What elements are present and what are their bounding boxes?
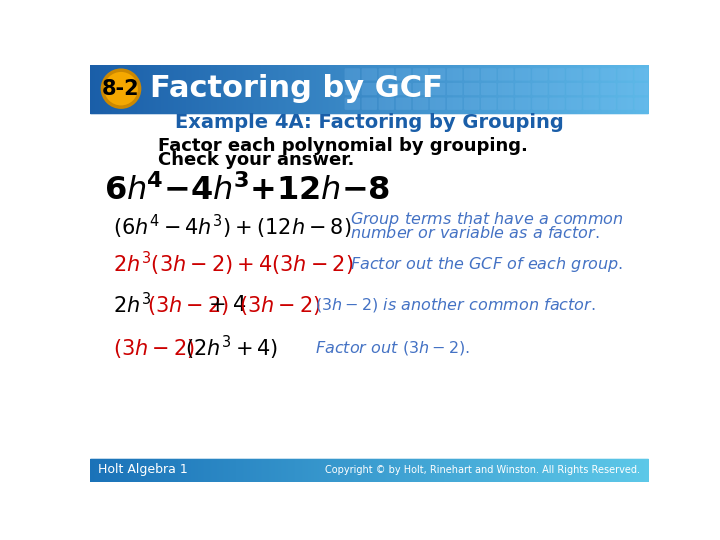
FancyBboxPatch shape	[345, 83, 360, 95]
Text: Check your answer.: Check your answer.	[158, 151, 354, 169]
Text: $\it{Group\ terms\ that\ have\ a\ common}$: $\it{Group\ terms\ that\ have\ a\ common…	[350, 210, 624, 229]
FancyBboxPatch shape	[583, 98, 599, 110]
FancyBboxPatch shape	[515, 68, 531, 80]
FancyBboxPatch shape	[413, 68, 428, 80]
FancyBboxPatch shape	[396, 83, 411, 95]
FancyBboxPatch shape	[379, 68, 394, 80]
FancyBboxPatch shape	[549, 83, 564, 95]
FancyBboxPatch shape	[549, 98, 564, 110]
Text: Copyright © by Holt, Rinehart and Winston. All Rights Reserved.: Copyright © by Holt, Rinehart and Winsto…	[325, 465, 640, 475]
Text: Example 4A: Factoring by Grouping: Example 4A: Factoring by Grouping	[175, 113, 563, 132]
FancyBboxPatch shape	[617, 68, 633, 80]
FancyBboxPatch shape	[498, 98, 513, 110]
Text: $\it{Factor\ out\ the\ GCF\ of\ each\ group.}$: $\it{Factor\ out\ the\ GCF\ of\ each\ gr…	[350, 255, 623, 274]
FancyBboxPatch shape	[566, 68, 582, 80]
FancyBboxPatch shape	[498, 83, 513, 95]
FancyBboxPatch shape	[447, 98, 462, 110]
FancyBboxPatch shape	[583, 68, 599, 80]
Text: $(2h^3+4)$: $(2h^3+4)$	[184, 334, 278, 362]
FancyBboxPatch shape	[379, 83, 394, 95]
FancyBboxPatch shape	[413, 98, 428, 110]
FancyBboxPatch shape	[464, 83, 480, 95]
FancyBboxPatch shape	[532, 68, 548, 80]
FancyBboxPatch shape	[515, 98, 531, 110]
FancyBboxPatch shape	[549, 68, 564, 80]
FancyBboxPatch shape	[532, 98, 548, 110]
Text: $\it{(3h-2)\ is\ another\ common\ factor.}$: $\it{(3h-2)\ is\ another\ common\ factor…	[315, 296, 595, 314]
FancyBboxPatch shape	[481, 98, 497, 110]
FancyBboxPatch shape	[566, 98, 582, 110]
Text: Factor each polynomial by grouping.: Factor each polynomial by grouping.	[158, 137, 528, 154]
FancyBboxPatch shape	[447, 68, 462, 80]
FancyBboxPatch shape	[617, 98, 633, 110]
Text: 8-2: 8-2	[102, 79, 140, 99]
FancyBboxPatch shape	[430, 83, 446, 95]
Text: $(3h-2)$: $(3h-2)$	[239, 294, 320, 316]
FancyBboxPatch shape	[430, 98, 446, 110]
Text: $(3h-2)$: $(3h-2)$	[113, 336, 195, 360]
FancyBboxPatch shape	[396, 98, 411, 110]
FancyBboxPatch shape	[600, 98, 616, 110]
FancyBboxPatch shape	[361, 83, 377, 95]
FancyBboxPatch shape	[498, 68, 513, 80]
FancyBboxPatch shape	[396, 68, 411, 80]
Text: $\it{number\ or\ variable\ as\ a\ factor.}$: $\it{number\ or\ variable\ as\ a\ factor…	[350, 225, 599, 241]
Text: Holt Algebra 1: Holt Algebra 1	[98, 463, 187, 476]
FancyBboxPatch shape	[379, 98, 394, 110]
FancyBboxPatch shape	[361, 68, 377, 80]
FancyBboxPatch shape	[430, 68, 446, 80]
Text: $(6h^4-4h^3)+(12h-8)$: $(6h^4-4h^3)+(12h-8)$	[113, 212, 352, 241]
FancyBboxPatch shape	[464, 98, 480, 110]
FancyBboxPatch shape	[634, 68, 650, 80]
FancyBboxPatch shape	[532, 83, 548, 95]
FancyBboxPatch shape	[345, 98, 360, 110]
FancyBboxPatch shape	[566, 83, 582, 95]
Text: $\mathbf{6}\mathbf{\mathit{h}}^{\mathbf{4}}\mathbf{-4}\mathbf{\mathit{h}}^{\math: $\mathbf{6}\mathbf{\mathit{h}}^{\mathbf{…	[104, 175, 390, 207]
FancyBboxPatch shape	[583, 83, 599, 95]
FancyBboxPatch shape	[600, 68, 616, 80]
Circle shape	[102, 70, 140, 107]
FancyBboxPatch shape	[515, 83, 531, 95]
FancyBboxPatch shape	[464, 68, 480, 80]
FancyBboxPatch shape	[345, 68, 360, 80]
FancyBboxPatch shape	[634, 98, 650, 110]
Text: Factoring by GCF: Factoring by GCF	[150, 74, 444, 103]
FancyBboxPatch shape	[481, 68, 497, 80]
Text: $2h^3(3h-2)+4(3h-2)$: $2h^3(3h-2)+4(3h-2)$	[113, 250, 354, 278]
FancyBboxPatch shape	[634, 83, 650, 95]
FancyBboxPatch shape	[361, 98, 377, 110]
FancyBboxPatch shape	[617, 83, 633, 95]
FancyBboxPatch shape	[447, 83, 462, 95]
FancyBboxPatch shape	[600, 83, 616, 95]
Text: $+\ 4$: $+\ 4$	[208, 295, 246, 315]
Text: $\it{Factor\ out\ (3h-2).}$: $\it{Factor\ out\ (3h-2).}$	[315, 339, 469, 357]
FancyBboxPatch shape	[413, 83, 428, 95]
Text: $(3h-2)$: $(3h-2)$	[148, 294, 229, 316]
Text: $2h^3$: $2h^3$	[113, 293, 151, 318]
FancyBboxPatch shape	[481, 83, 497, 95]
